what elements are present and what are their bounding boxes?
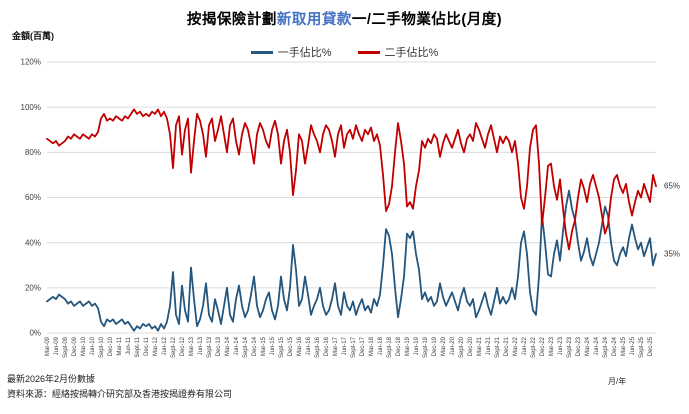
y-tick-label: 60% <box>25 193 41 202</box>
x-tick-label: Sept-13 <box>207 336 213 358</box>
x-tick-label: Dec-18 <box>396 336 402 356</box>
x-tick-label: Dec-24 <box>612 336 618 356</box>
x-tick-label: Jun-20 <box>450 336 456 355</box>
x-tick-label: Mar-20 <box>441 336 447 356</box>
chart-footnotes: 最新2026年2月份數據 資料來源：經絡按揭轉介研究部及香港按揭證券有限公司 <box>7 372 232 402</box>
x-tick-label: Dec-17 <box>360 336 366 356</box>
x-tick-label: Mar-23 <box>549 336 555 356</box>
data-source-note: 資料來源：經絡按揭轉介研究部及香港按揭證券有限公司 <box>7 389 233 399</box>
x-tick-label: Dec-15 <box>288 336 294 356</box>
x-tick-label: Dec-13 <box>216 336 222 356</box>
x-tick-label: Dec-22 <box>540 336 546 356</box>
x-tick-label: Dec-23 <box>576 336 582 356</box>
x-tick-label: Dec-21 <box>504 336 510 356</box>
x-tick-label: Jun-15 <box>270 336 276 355</box>
chart-title-prefix: 按揭保險計劃 <box>186 12 277 28</box>
x-tick-label: Sept-20 <box>459 336 465 358</box>
x-tick-label: Sept-12 <box>171 336 177 358</box>
y-tick-label: 120% <box>21 58 41 67</box>
x-tick-label: Sept-24 <box>603 336 609 358</box>
x-tick-label: Jun-25 <box>630 336 636 355</box>
series-end-label-first-hand: 35% <box>664 249 680 258</box>
x-tick-label: Sept-18 <box>387 336 393 358</box>
x-tick-label: Jun-24 <box>594 336 600 355</box>
x-tick-label: Dec-25 <box>648 336 654 356</box>
legend-item-first-hand: 一手佔比% <box>250 44 332 60</box>
x-tick-label: Dec-16 <box>324 336 330 356</box>
chart-title-suffix: 一/二手物業佔比(月度) <box>351 12 503 28</box>
legend-line-swatch-first-hand <box>250 50 273 54</box>
legend-item-second-hand: 二手佔比% <box>357 44 439 60</box>
x-tick-label: Mar-19 <box>405 336 411 356</box>
x-tick-label: Mar-10 <box>81 336 87 356</box>
x-tick-label: Mar-17 <box>333 336 339 356</box>
legend-line-swatch-second-hand <box>357 50 380 54</box>
x-tick-label: Mar-22 <box>513 336 519 356</box>
x-tick-label: Sept-14 <box>243 336 249 358</box>
x-tick-label: Mar-14 <box>225 336 231 356</box>
x-tick-label: Dec-09 <box>72 336 78 356</box>
x-tick-label: Sept-19 <box>423 336 429 358</box>
x-tick-label: Jun-16 <box>306 336 312 355</box>
y-tick-label: 100% <box>21 103 41 112</box>
x-tick-label: Jun-22 <box>522 336 528 355</box>
y-axis-unit-label: 金額(百萬) <box>12 31 54 41</box>
x-tick-label: Jun-23 <box>558 336 564 355</box>
x-tick-label: Sept-17 <box>351 336 357 358</box>
x-tick-label: Sept-21 <box>495 336 501 358</box>
x-tick-label: Dec-14 <box>252 336 258 356</box>
x-tick-label: Mar-16 <box>297 336 303 356</box>
x-tick-label: Jun-13 <box>198 336 204 355</box>
chart-legend: 一手佔比% 二手佔比% <box>0 44 689 60</box>
y-tick-label: 40% <box>25 238 41 247</box>
x-tick-label: Mar-11 <box>117 336 123 355</box>
legend-label-first-hand: 一手佔比% <box>277 47 332 59</box>
x-tick-label: Sept-15 <box>279 336 285 358</box>
x-tick-label: Jun-21 <box>486 336 492 355</box>
x-tick-label: Jun-10 <box>90 336 96 355</box>
y-tick-label: 0% <box>29 329 41 338</box>
x-tick-label: Sept-25 <box>639 336 645 358</box>
x-axis-unit-label: 月/年 <box>608 377 627 386</box>
x-tick-label: Sept-22 <box>531 336 537 358</box>
series-line-second-hand <box>46 108 657 251</box>
x-tick-label: Mar-21 <box>477 336 483 356</box>
x-tick-label: Jun-18 <box>378 336 384 355</box>
x-tick-label: Dec-20 <box>468 336 474 356</box>
chart-title: 按揭保險計劃新取用貸款一/二手物業佔比(月度) <box>0 8 689 29</box>
x-tick-label: Jun-11 <box>126 336 132 355</box>
x-tick-label: Jun-17 <box>342 336 348 355</box>
y-tick-label: 20% <box>25 283 41 292</box>
x-tick-label: Dec-10 <box>108 336 114 356</box>
x-tick-label: Mar-09 <box>45 336 51 356</box>
x-tick-label: Mar-13 <box>189 336 195 356</box>
x-tick-label: Mar-24 <box>585 336 591 356</box>
x-tick-label: Dec-12 <box>180 336 186 356</box>
x-tick-label: Mar-15 <box>261 336 267 356</box>
x-tick-label: Jun-14 <box>234 336 240 355</box>
latest-data-note: 最新2026年2月份數據 <box>7 374 96 384</box>
x-tick-label: Sept-09 <box>63 336 69 358</box>
x-tick-label: Dec-19 <box>432 336 438 356</box>
legend-label-second-hand: 二手佔比% <box>384 47 439 59</box>
x-tick-label: Mar-25 <box>621 336 627 356</box>
x-tick-label: Sept-11 <box>135 336 141 357</box>
x-tick-label: Sept-16 <box>315 336 321 358</box>
series-end-label-second-hand: 65% <box>664 182 680 191</box>
x-tick-label: Mar-12 <box>153 336 159 356</box>
x-tick-label: Mar-18 <box>369 336 375 356</box>
series-line-first-hand <box>46 189 657 332</box>
x-tick-label: Sept-23 <box>567 336 573 358</box>
x-tick-label: Jun-09 <box>54 336 60 355</box>
x-tick-label: Jun-12 <box>162 336 168 355</box>
x-tick-label: Jun-19 <box>414 336 420 355</box>
x-tick-label: Dec-11 <box>144 336 150 356</box>
chart-title-highlight: 新取用貸款 <box>276 12 352 28</box>
y-tick-label: 80% <box>25 148 41 157</box>
x-tick-label: Sept-10 <box>99 336 105 358</box>
